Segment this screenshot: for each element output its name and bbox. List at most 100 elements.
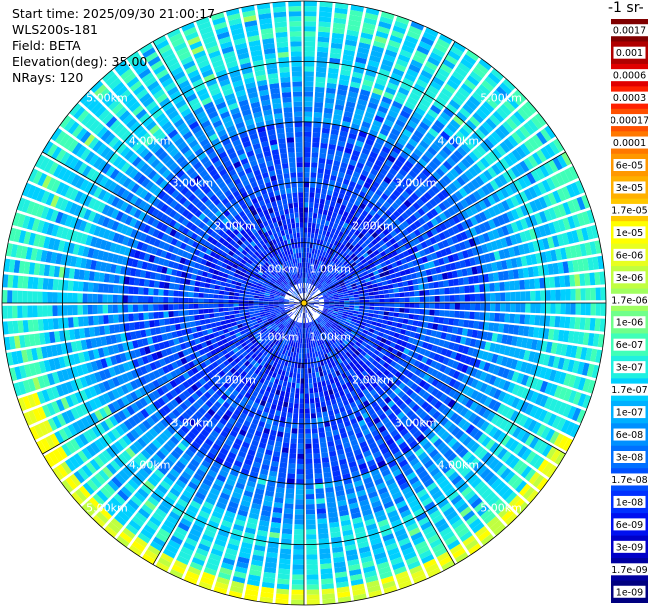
range-gate-bin: [467, 493, 480, 505]
range-gate-bin: [428, 448, 439, 459]
range-gate-bin: [225, 421, 234, 430]
range-gate-bin: [453, 459, 465, 470]
range-gate-bin: [279, 324, 284, 330]
range-gate-bin: [263, 454, 272, 461]
range-gate-bin: [272, 419, 279, 427]
range-gate-bin: [260, 591, 274, 599]
range-gate-bin: [313, 111, 323, 118]
range-gate-bin: [316, 503, 326, 509]
range-gate-bin: [305, 272, 307, 278]
range-gate-bin: [313, 299, 319, 302]
range-gate-bin: [525, 338, 533, 350]
range-gate-bin: [420, 520, 433, 531]
range-gate-bin: [322, 257, 327, 263]
range-gate-bin: [292, 418, 298, 424]
range-gate-bin: [379, 16, 394, 25]
range-gate-bin: [369, 389, 377, 397]
range-gate-bin: [304, 101, 313, 107]
range-gate-bin: [385, 240, 393, 248]
range-gate-bin: [253, 333, 260, 339]
range-gate-bin: [406, 274, 413, 281]
range-gate-bin: [388, 288, 395, 294]
range-gate-bin: [432, 452, 443, 463]
range-gate-bin: [356, 162, 365, 170]
range-gate-bin: [309, 202, 314, 208]
range-gate-bin: [344, 544, 357, 552]
range-gate-bin: [448, 138, 460, 149]
range-gate-bin: [293, 403, 299, 409]
range-gate-bin: [165, 544, 179, 555]
range-gate-bin: [392, 176, 402, 185]
range-gate-bin: [274, 345, 279, 351]
range-gate-bin: [519, 279, 526, 290]
range-gate-bin: [274, 339, 280, 346]
range-gate-bin: [304, 368, 308, 374]
range-gate-bin: [345, 549, 358, 557]
range-gate-bin: [544, 396, 554, 410]
range-gate-bin: [259, 596, 273, 604]
range-gate-bin: [329, 526, 341, 534]
range-gate-bin: [285, 493, 294, 500]
range-gate-bin: [293, 534, 304, 540]
range-gate-bin: [451, 235, 459, 244]
range-gate-bin: [338, 135, 347, 143]
range-gate-bin: [515, 128, 527, 142]
range-gate-bin: [449, 245, 457, 254]
range-gate-bin: [384, 421, 393, 429]
range-gate-bin: [409, 223, 418, 231]
range-gate-bin: [383, 176, 392, 185]
range-gate-bin: [312, 438, 319, 444]
range-gate-bin: [354, 166, 363, 174]
range-gate-bin: [264, 368, 270, 375]
range-gate-bin: [261, 463, 270, 471]
range-gate-bin: [224, 332, 231, 338]
range-gate-bin: [280, 390, 286, 397]
range-gate-bin: [409, 413, 418, 422]
range-gate-bin: [424, 309, 430, 315]
range-gate-bin: [434, 71, 448, 83]
range-gate-bin: [305, 443, 312, 449]
range-gate-bin: [272, 331, 278, 337]
range-gate-bin: [564, 168, 575, 182]
range-gate-bin: [121, 450, 132, 462]
range-gate-bin: [244, 589, 259, 597]
range-gate-bin: [308, 327, 311, 333]
range-gate-bin: [465, 119, 477, 131]
range-gate-bin: [487, 495, 500, 507]
range-gate-bin: [444, 263, 452, 272]
range-gate-bin: [338, 79, 350, 86]
range-gate-bin: [336, 417, 343, 425]
range-gate-bin: [523, 350, 531, 361]
range-gate-bin: [170, 450, 181, 460]
range-gate-bin: [293, 367, 298, 374]
range-gate-bin: [291, 326, 295, 332]
range-gate-bin: [516, 336, 523, 348]
range-gate-bin: [185, 508, 197, 519]
range-gate-bin: [378, 257, 385, 264]
range-gate-bin: [313, 448, 320, 454]
range-gate-bin: [454, 294, 461, 302]
range-gate-bin: [367, 584, 381, 593]
range-gate-bin: [328, 62, 340, 70]
range-gate-bin: [510, 208, 520, 220]
range-gate-bin: [507, 423, 518, 436]
range-gate-bin: [134, 400, 144, 410]
range-gate-bin: [457, 372, 465, 382]
range-gate-bin: [411, 443, 422, 453]
range-gate-bin: [110, 355, 118, 366]
range-gate-bin: [452, 547, 466, 559]
range-gate-bin: [58, 356, 66, 369]
range-gate-bin: [581, 194, 591, 209]
range-gate-bin: [184, 435, 194, 444]
range-gate-bin: [379, 167, 388, 176]
range-gate-bin: [496, 431, 507, 444]
range-gate-bin: [292, 321, 296, 326]
range-gate-bin: [230, 360, 237, 367]
range-gate-bin: [375, 30, 389, 39]
range-gate-bin: [359, 303, 365, 306]
range-gate-bin: [394, 293, 400, 298]
range-gate-bin: [589, 272, 596, 286]
range-gate-bin: [427, 56, 441, 67]
range-gate-bin: [43, 359, 52, 373]
range-gate-bin: [503, 155, 514, 167]
